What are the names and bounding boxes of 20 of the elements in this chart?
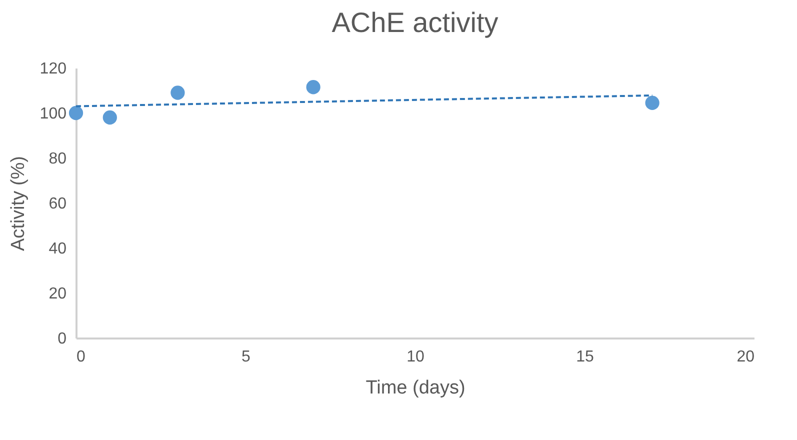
point [306, 80, 320, 94]
point [68, 106, 84, 120]
point [102, 110, 117, 125]
y-tick-label: 40 [48, 240, 67, 258]
y-axis-title: Activity (%) [8, 156, 29, 251]
chart-title: AChE activity [332, 7, 498, 38]
x-tick-label: 20 [736, 348, 755, 366]
y-tick-label: 120 [40, 60, 67, 78]
x-tick-label: 10 [406, 348, 424, 366]
x-axis-title: Time (days) [366, 378, 466, 398]
y-tick-label: 60 [48, 196, 67, 212]
point [170, 86, 185, 100]
y-tick-label: 0 [58, 330, 67, 348]
x-tick-label: 5 [242, 348, 251, 366]
y-tick-label: 100 [40, 106, 67, 122]
x-tick-label: 0 [76, 348, 86, 366]
y-tick-label: 20 [48, 286, 67, 302]
y-tick-label: 80 [48, 150, 67, 168]
x-tick-label: 15 [576, 348, 594, 366]
point [645, 96, 660, 110]
